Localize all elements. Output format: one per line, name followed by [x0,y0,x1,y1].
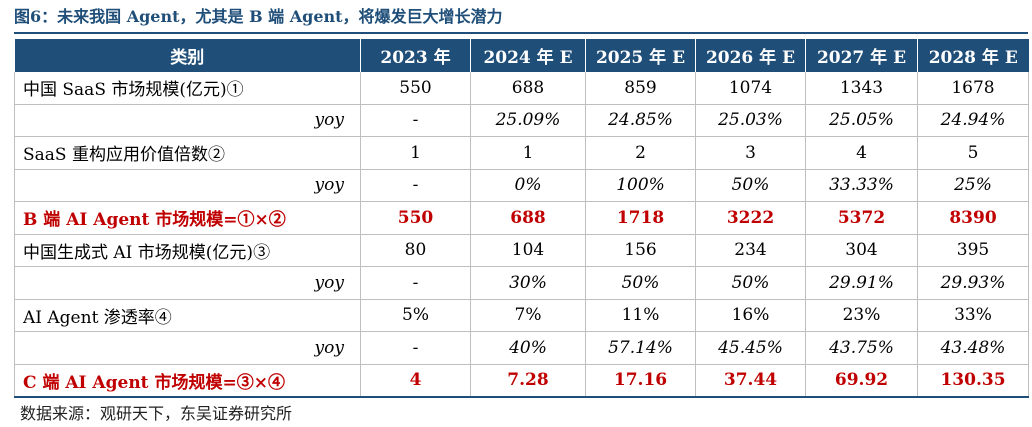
header-2027e: 2027 年 E [805,39,918,72]
cell: 40% [470,331,586,365]
cell: 550 [360,71,471,105]
cell: 50% [695,169,806,202]
cell: 43.75% [805,331,918,365]
cell: 29.93% [917,266,1029,300]
header-2023: 2023 年 [360,39,471,72]
header-category: 类别 [14,39,361,72]
table-row: B 端 AI Agent 市场规模=①×② 550 688 1718 3222 … [14,201,1029,235]
table-row: yoy - 0% 100% 50% 33.33% 25% [14,169,1029,202]
cell: 1 [360,136,471,170]
cell: 50% [695,266,806,300]
cell: 80 [360,234,471,267]
figure-title: 图6：未来我国 Agent，尤其是 B 端 Agent，将爆发巨大增长潜力 [14,7,503,26]
row-label: SaaS 重构应用价值倍数② [14,136,361,170]
row-label: yoy [14,331,361,365]
cell: 1074 [695,71,806,105]
cell: - [360,104,471,137]
cell: 4 [360,364,471,398]
table-row: yoy - 40% 57.14% 45.45% 43.75% 43.48% [14,331,1029,365]
cell: 30% [470,266,586,300]
cell: 24.94% [917,104,1029,137]
cell: 8390 [917,201,1029,235]
cell: 11% [585,299,696,332]
table-row: SaaS 重构应用价值倍数② 1 1 2 3 4 5 [14,136,1029,170]
cell: 1343 [805,71,918,105]
cell: 1678 [917,71,1029,105]
header-2026e: 2026 年 E [695,39,806,72]
row-label: AI Agent 渗透率④ [14,299,361,332]
cell: 33.33% [805,169,918,202]
cell: 25.05% [805,104,918,137]
cell: 5% [360,299,471,332]
cell: 24.85% [585,104,696,137]
header-2028e: 2028 年 E [917,39,1029,72]
cell: 25.03% [695,104,806,137]
cell: 3 [695,136,806,170]
header-2025e: 2025 年 E [585,39,696,72]
row-label: B 端 AI Agent 市场规模=①×② [14,201,361,235]
cell: 4 [805,136,918,170]
row-label: yoy [14,169,361,202]
cell: 304 [805,234,918,267]
cell: - [360,331,471,365]
cell: 156 [585,234,696,267]
cell: 1718 [585,201,696,235]
cell: 104 [470,234,586,267]
cell: 100% [585,169,696,202]
cell: 69.92 [805,364,918,398]
cell: 45.45% [695,331,806,365]
cell: 57.14% [585,331,696,365]
row-label: 中国 SaaS 市场规模(亿元)① [14,71,361,105]
table-row: yoy - 25.09% 24.85% 25.03% 25.05% 24.94% [14,104,1029,137]
cell: 23% [805,299,918,332]
cell: 16% [695,299,806,332]
cell: 1 [470,136,586,170]
cell: 37.44 [695,364,806,398]
row-label: yoy [14,266,361,300]
row-label: yoy [14,104,361,137]
cell: 25% [917,169,1029,202]
cell: 50% [585,266,696,300]
cell: 2 [585,136,696,170]
row-label: C 端 AI Agent 市场规模=③×④ [14,364,361,398]
table-row: 中国 SaaS 市场规模(亿元)① 550 688 859 1074 1343 … [14,71,1029,105]
table-row: C 端 AI Agent 市场规模=③×④ 4 7.28 17.16 37.44… [14,364,1029,398]
cell: 29.91% [805,266,918,300]
cell: 130.35 [917,364,1029,398]
row-label: 中国生成式 AI 市场规模(亿元)③ [14,234,361,267]
data-source-note: 数据来源：观研天下，东吴证券研究所 [20,404,293,423]
cell: - [360,266,471,300]
cell: 17.16 [585,364,696,398]
table-row: yoy - 30% 50% 50% 29.91% 29.93% [14,266,1029,300]
market-size-table: 类别 2023 年 2024 年 E 2025 年 E 2026 年 E 202… [14,39,1029,398]
cell: 43.48% [917,331,1029,365]
cell: 5 [917,136,1029,170]
header-2024e: 2024 年 E [470,39,586,72]
cell: 688 [470,71,586,105]
cell: 25.09% [470,104,586,137]
cell: 33% [917,299,1029,332]
cell: 234 [695,234,806,267]
title-rule [14,32,1028,34]
cell: 7% [470,299,586,332]
cell: 550 [360,201,471,235]
cell: 7.28 [470,364,586,398]
table-header-row: 类别 2023 年 2024 年 E 2025 年 E 2026 年 E 202… [14,39,1029,72]
cell: 0% [470,169,586,202]
cell: 688 [470,201,586,235]
table-row: 中国生成式 AI 市场规模(亿元)③ 80 104 156 234 304 39… [14,234,1029,267]
cell: 3222 [695,201,806,235]
table-row: AI Agent 渗透率④ 5% 7% 11% 16% 23% 33% [14,299,1029,332]
cell: 859 [585,71,696,105]
cell: 395 [917,234,1029,267]
cell: 5372 [805,201,918,235]
cell: - [360,169,471,202]
